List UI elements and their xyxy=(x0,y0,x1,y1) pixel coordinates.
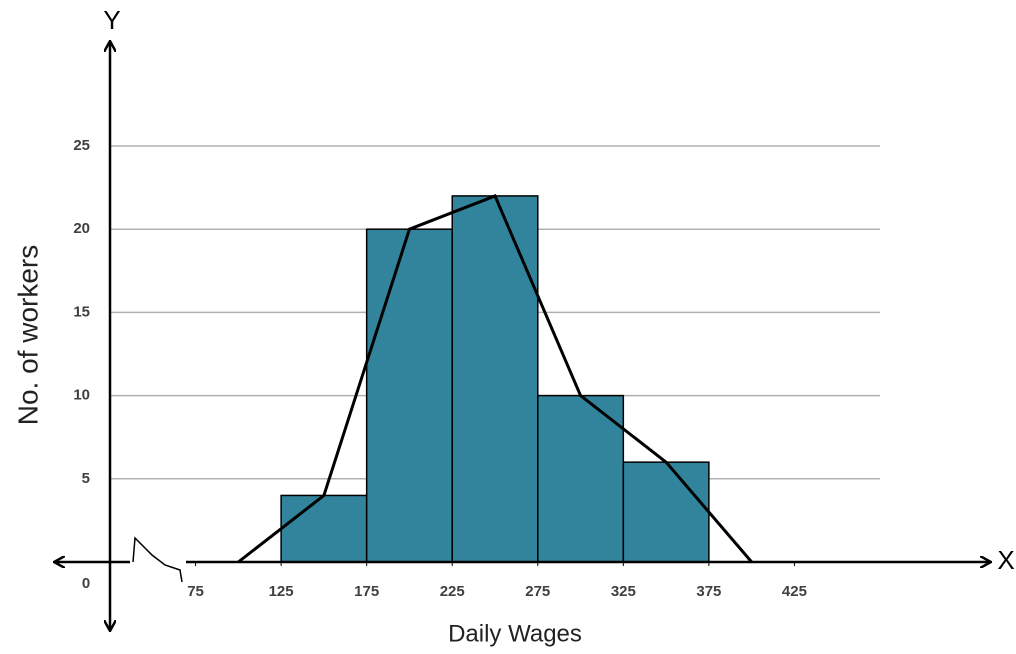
y-tick-label: 10 xyxy=(73,387,90,404)
break-zigzag xyxy=(132,536,183,583)
labels: 5 10 15 20 25 75 125 175 225 275 325 375 425 xyxy=(73,137,807,600)
bar xyxy=(622,461,710,563)
x-tick-label: 375 xyxy=(696,583,721,600)
origin-label: 0 xyxy=(82,575,90,592)
bar xyxy=(451,195,539,563)
x-tick-label: 175 xyxy=(354,583,379,600)
x-tick-label: 225 xyxy=(440,583,465,600)
y-tick-label: 15 xyxy=(73,303,90,320)
y-axis-letter: Y xyxy=(103,5,120,35)
axis-break xyxy=(130,536,186,583)
y-axis-label: No. of workers xyxy=(12,245,43,426)
bar xyxy=(537,394,625,563)
y-tick-label: 5 xyxy=(82,470,90,487)
x-axis-label: Daily Wages xyxy=(448,620,582,647)
break-mask xyxy=(130,558,186,566)
x-tick-label: 275 xyxy=(525,583,550,600)
x-axis-letter: X xyxy=(997,545,1014,575)
bar xyxy=(365,228,453,563)
x-tick-label: 325 xyxy=(611,583,636,600)
frequency-polygon xyxy=(237,193,753,564)
x-tick-label: 75 xyxy=(187,583,204,600)
y-tick-label: 25 xyxy=(73,137,90,154)
x-tick-label: 425 xyxy=(782,583,807,600)
bar xyxy=(280,494,368,563)
y-tick-label: 20 xyxy=(73,220,90,237)
x-tick-label: 125 xyxy=(269,583,294,600)
bars xyxy=(280,195,710,563)
